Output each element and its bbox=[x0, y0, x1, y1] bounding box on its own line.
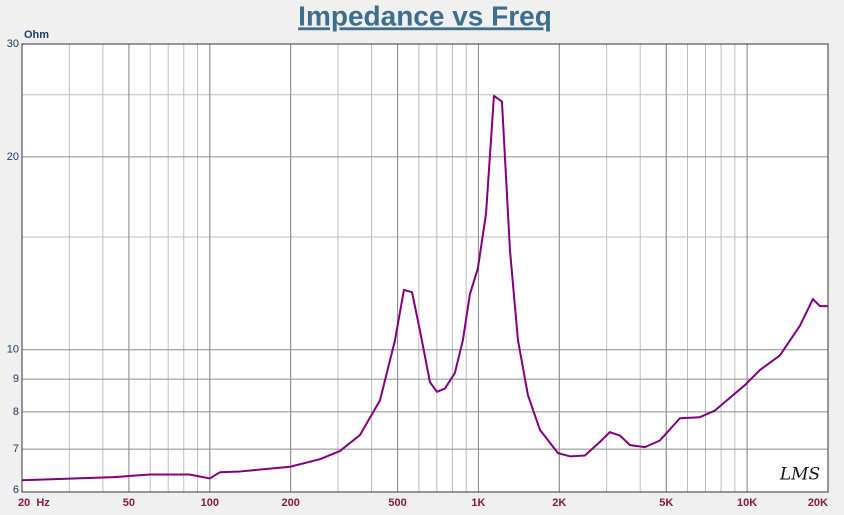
x-tick-label: 200 bbox=[281, 497, 299, 509]
x-tick-label: 20K bbox=[808, 497, 828, 509]
plot-frame bbox=[21, 43, 829, 493]
y-axis-label: Ohm bbox=[24, 29, 49, 41]
x-tick-label: 1K bbox=[471, 497, 485, 509]
x-tick-label: 50 bbox=[123, 497, 135, 509]
y-tick-label: 8 bbox=[13, 406, 19, 418]
y-tick-label: 9 bbox=[13, 373, 19, 385]
x-tick-label: 100 bbox=[201, 497, 219, 509]
x-tick-label: 500 bbox=[388, 497, 406, 509]
plot-area bbox=[22, 44, 828, 492]
impedance-line bbox=[21, 94, 828, 482]
watermark: LMS bbox=[779, 465, 820, 485]
y-tick-label: 10 bbox=[7, 344, 19, 356]
y-tick-label: 20 bbox=[7, 151, 19, 163]
x-tick-label: 5K bbox=[659, 497, 673, 509]
x-tick-label: 2K bbox=[552, 497, 566, 509]
y-tick-label: 6 bbox=[13, 484, 19, 496]
y-tick-label: 30 bbox=[7, 38, 19, 50]
chart-title: Impedance vs Freq bbox=[298, 0, 552, 31]
x-tick-label: 20 Hz bbox=[18, 497, 50, 509]
x-tick-label: 10K bbox=[737, 497, 757, 509]
y-tick-label: 7 bbox=[13, 443, 19, 455]
